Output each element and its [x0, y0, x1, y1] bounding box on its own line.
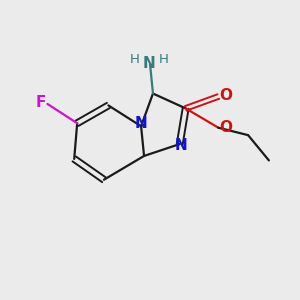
Text: O: O: [219, 120, 232, 135]
Text: N: N: [175, 138, 188, 153]
Text: H: H: [130, 53, 140, 66]
Text: N: N: [135, 116, 148, 131]
Text: H: H: [158, 53, 168, 66]
Text: N: N: [142, 56, 155, 71]
Text: O: O: [219, 88, 232, 103]
Text: F: F: [36, 95, 46, 110]
